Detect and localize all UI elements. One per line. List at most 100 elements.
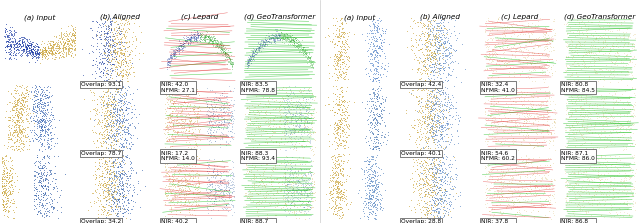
Point (31, 44, 42, 47)
Point (54, 47, 65, 51)
Point (568, 210, 579, 213)
Point (104, 53, 115, 56)
Point (184, 114, 195, 117)
Point (418, 208, 428, 211)
Point (286, 39, 296, 43)
Point (109, 146, 119, 150)
Point (89, 93, 99, 97)
Point (541, 178, 551, 181)
Point (611, 36, 621, 39)
Point (515, 174, 525, 178)
Point (91, 71, 101, 75)
Point (419, 32, 429, 36)
Point (166, 120, 176, 124)
Point (497, 195, 508, 198)
Point (538, 35, 548, 38)
Point (520, 184, 531, 187)
Point (175, 202, 186, 206)
Point (226, 134, 236, 137)
Point (365, 211, 376, 214)
Point (111, 41, 121, 44)
Point (619, 113, 629, 117)
Point (440, 209, 450, 212)
Point (419, 171, 429, 175)
Point (630, 202, 640, 205)
Point (426, 211, 436, 214)
Point (287, 188, 297, 191)
Point (61, 52, 71, 56)
Point (223, 183, 234, 187)
Point (439, 126, 449, 129)
Point (489, 115, 499, 119)
Point (547, 34, 557, 37)
Point (191, 36, 201, 40)
Point (168, 140, 178, 144)
Point (563, 117, 573, 120)
Point (423, 107, 433, 110)
Point (424, 145, 434, 148)
Point (488, 129, 499, 133)
Point (6, 58, 16, 61)
Point (203, 35, 213, 39)
Point (163, 113, 173, 116)
Point (376, 143, 386, 147)
Point (49, 43, 60, 46)
Point (29, 95, 39, 98)
Point (612, 51, 622, 54)
Point (17, 103, 27, 106)
Point (29, 48, 40, 52)
Point (14, 141, 24, 144)
Point (449, 29, 460, 33)
Point (422, 37, 432, 41)
Point (291, 124, 301, 127)
Point (209, 173, 219, 177)
Point (429, 73, 440, 77)
Point (609, 168, 619, 171)
Point (529, 203, 540, 207)
Point (215, 42, 225, 46)
Point (121, 203, 131, 207)
Point (428, 206, 438, 209)
Point (186, 169, 196, 173)
Point (433, 163, 444, 167)
Point (327, 178, 337, 182)
Point (581, 210, 591, 213)
Point (114, 119, 124, 122)
Point (506, 56, 516, 60)
Point (441, 108, 451, 112)
Point (430, 67, 440, 71)
Point (434, 62, 444, 66)
Point (285, 112, 295, 116)
Point (129, 191, 139, 194)
Point (334, 92, 344, 96)
Point (501, 123, 511, 127)
Point (366, 169, 376, 172)
Point (281, 36, 291, 39)
Point (106, 59, 116, 62)
Point (211, 200, 221, 203)
Point (570, 42, 580, 45)
Point (104, 41, 115, 45)
Point (435, 196, 445, 200)
Point (4, 56, 15, 60)
Point (4, 47, 14, 51)
Point (280, 201, 291, 204)
Point (545, 193, 555, 196)
Point (227, 119, 237, 122)
Point (6, 180, 16, 183)
Point (113, 211, 123, 215)
Point (205, 38, 216, 41)
Point (294, 116, 305, 120)
Point (436, 91, 447, 94)
Point (307, 128, 317, 131)
Point (508, 45, 518, 49)
Point (122, 176, 132, 180)
Point (207, 123, 218, 126)
Point (336, 72, 346, 76)
Point (289, 144, 300, 148)
Point (542, 120, 552, 123)
Point (194, 173, 204, 176)
Point (111, 118, 122, 122)
Point (436, 18, 447, 21)
Point (169, 89, 179, 93)
